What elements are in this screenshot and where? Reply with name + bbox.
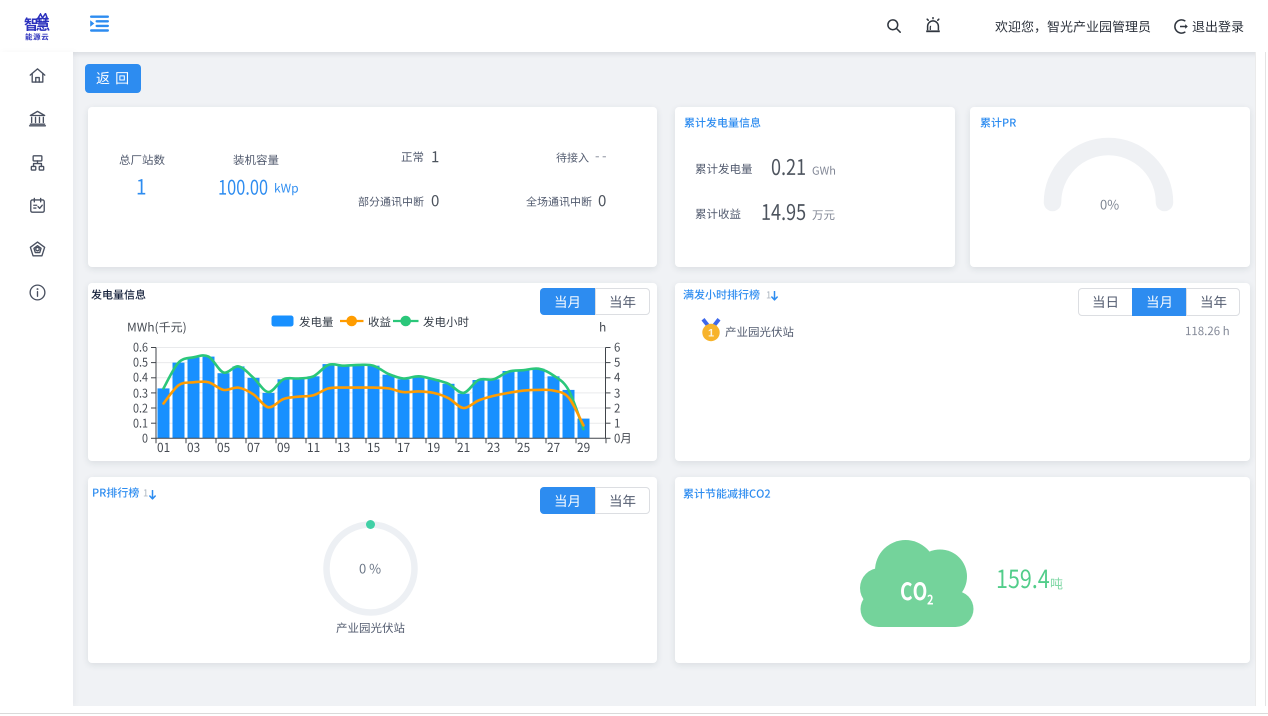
svg-text:1: 1 [708, 328, 714, 340]
